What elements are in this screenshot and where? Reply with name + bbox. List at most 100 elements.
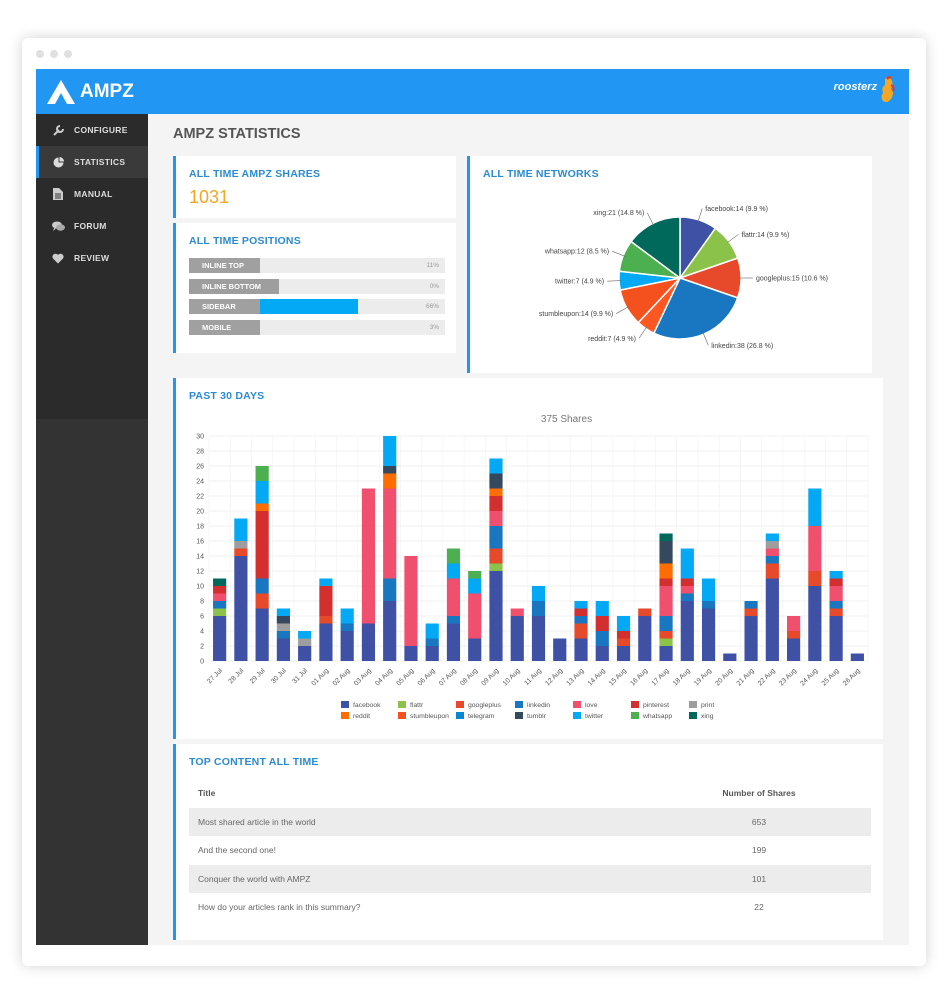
bar-segment-love[interactable] (659, 586, 673, 616)
sidebar-item-forum[interactable]: FORUM (36, 210, 148, 242)
sidebar-item-statistics[interactable]: STATISTICS (36, 146, 148, 178)
bar-segment-twitter[interactable] (319, 578, 333, 587)
bar-segment-linkedin[interactable] (276, 631, 290, 639)
bar-segment-linkedin[interactable] (446, 616, 461, 624)
bar-segment-pinterest[interactable] (489, 496, 503, 511)
bar-segment-facebook[interactable] (616, 646, 631, 661)
bar-segment-facebook[interactable] (553, 638, 567, 662)
bar-segment-facebook[interactable] (701, 608, 716, 662)
bar-segment-pinterest[interactable] (595, 616, 609, 631)
bar-segment-xing[interactable] (659, 533, 673, 542)
bar-segment-linkedin[interactable] (383, 578, 397, 602)
bar-segment-googleplus[interactable] (489, 548, 503, 564)
legend-label[interactable]: whatsapp (642, 713, 672, 720)
legend-label[interactable]: googleplus (468, 702, 501, 709)
bar-segment-flattr[interactable] (213, 608, 227, 617)
bar-segment-love[interactable] (446, 578, 461, 617)
bar-segment-print[interactable] (765, 541, 779, 549)
bar-segment-facebook[interactable] (638, 616, 652, 661)
bar-segment-linkedin[interactable] (701, 601, 716, 609)
bar-segment-facebook[interactable] (298, 646, 312, 661)
bar-segment-whatsapp[interactable] (468, 571, 482, 579)
legend-label[interactable]: reddit (353, 713, 370, 720)
table-row[interactable]: And the second one! 199 (189, 836, 871, 865)
bar-segment-whatsapp[interactable] (255, 466, 269, 481)
bar-segment-linkedin[interactable] (744, 601, 758, 609)
bar-segment-linkedin[interactable] (425, 638, 439, 647)
bar-segment-twitter[interactable] (234, 518, 248, 542)
bar-segment-linkedin[interactable] (531, 601, 546, 616)
bar-segment-linkedin[interactable] (213, 601, 227, 609)
bar-segment-facebook[interactable] (404, 646, 418, 661)
bar-segment-print[interactable] (234, 541, 248, 549)
bar-segment-facebook[interactable] (361, 623, 376, 662)
bar-segment-twitter[interactable] (765, 533, 779, 542)
bar-segment-twitter[interactable] (574, 601, 588, 609)
bar-segment-googleplus[interactable] (638, 608, 652, 617)
bar-segment-love[interactable] (510, 608, 524, 617)
sidebar-item-review[interactable]: REVIEW (36, 242, 148, 274)
bar-segment-facebook[interactable] (595, 646, 609, 661)
sidebar-item-manual[interactable]: MANUAL (36, 178, 148, 210)
legend-label[interactable]: pinterest (643, 702, 669, 709)
bar-segment-facebook[interactable] (531, 616, 546, 661)
legend-label[interactable]: facebook (353, 702, 381, 709)
bar-segment-facebook[interactable] (574, 638, 588, 662)
bar-segment-pinterest[interactable] (829, 578, 843, 587)
bar-segment-googleplus[interactable] (616, 638, 631, 647)
bar-segment-pinterest[interactable] (213, 586, 227, 594)
bar-segment-facebook[interactable] (510, 616, 524, 661)
legend-label[interactable]: love (585, 702, 598, 709)
bar-segment-twitter[interactable] (446, 563, 461, 579)
bar-segment-love[interactable] (404, 556, 418, 646)
bar-segment-linkedin[interactable] (595, 631, 609, 646)
bar-segment-facebook[interactable] (340, 631, 354, 661)
bar-segment-googleplus[interactable] (744, 608, 758, 617)
bar-segment-facebook[interactable] (276, 638, 290, 662)
bar-segment-facebook[interactable] (680, 601, 694, 661)
bar-segment-googleplus[interactable] (787, 631, 801, 639)
bar-segment-pinterest[interactable] (680, 578, 694, 587)
bar-segment-love[interactable] (213, 593, 227, 602)
bar-segment-print[interactable] (276, 623, 290, 632)
bar-segment-facebook[interactable] (255, 608, 269, 662)
bar-segment-love[interactable] (808, 526, 822, 571)
bar-segment-googleplus[interactable] (659, 631, 673, 639)
bar-segment-googleplus[interactable] (829, 608, 843, 617)
legend-label[interactable]: telegram (468, 713, 495, 720)
bar-segment-googleplus[interactable] (319, 616, 333, 624)
bar-segment-xing[interactable] (213, 578, 227, 587)
bar-segment-facebook[interactable] (744, 616, 758, 661)
bar-segment-twitter[interactable] (829, 571, 843, 579)
bar-segment-googleplus[interactable] (234, 548, 248, 557)
bar-segment-facebook[interactable] (425, 646, 439, 661)
bar-segment-twitter[interactable] (808, 488, 822, 527)
bar-segment-love[interactable] (489, 511, 503, 526)
bar-segment-facebook[interactable] (383, 601, 397, 661)
bar-segment-twitter[interactable] (383, 436, 397, 466)
bar-segment-linkedin[interactable] (489, 526, 503, 549)
bar-segment-love[interactable] (468, 593, 482, 639)
bar-segment-facebook[interactable] (319, 623, 333, 662)
bar-segment-linkedin[interactable] (659, 616, 673, 631)
table-row[interactable]: Conquer the world with AMPZ 101 (189, 864, 871, 894)
bar-segment-twitter[interactable] (616, 616, 631, 631)
bar-segment-love[interactable] (383, 488, 397, 579)
bar-segment-facebook[interactable] (213, 616, 227, 661)
bar-segment-tumblr[interactable] (659, 541, 673, 564)
bar-segment-love[interactable] (829, 586, 843, 601)
bar-segment-tumblr[interactable] (489, 473, 503, 489)
bar-segment-facebook[interactable] (659, 646, 673, 661)
bar-segment-twitter[interactable] (425, 623, 439, 639)
bar-segment-twitter[interactable] (701, 578, 716, 602)
bar-segment-googleplus[interactable] (765, 563, 779, 579)
bar-segment-twitter[interactable] (468, 578, 482, 594)
bar-segment-facebook[interactable] (808, 586, 822, 661)
legend-label[interactable]: flattr (410, 702, 424, 709)
bar-segment-twitter[interactable] (276, 608, 290, 617)
bar-segment-linkedin[interactable] (829, 601, 843, 609)
bar-segment-pinterest[interactable] (616, 631, 631, 639)
bar-segment-googleplus[interactable] (808, 571, 822, 586)
bar-segment-pinterest[interactable] (319, 586, 333, 616)
bar-segment-tumblr[interactable] (383, 466, 397, 474)
